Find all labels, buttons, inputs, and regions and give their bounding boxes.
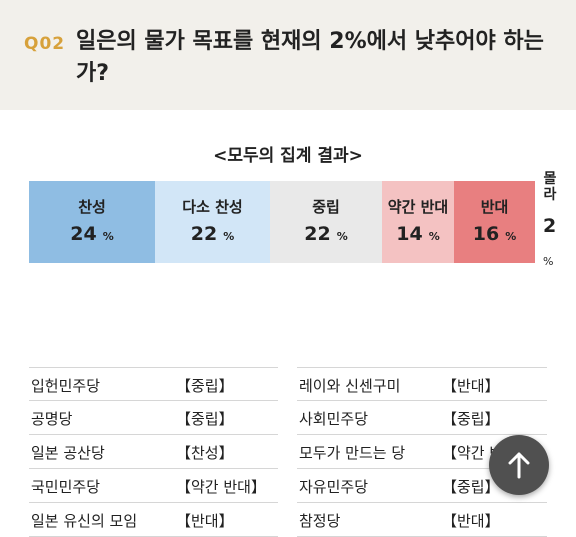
party-stance: 【중립】 — [442, 410, 500, 428]
party-column-left: 입헌민주당 【중립】 공명당 【중립】 일본 공산당 【찬성】 국민민주당 【약… — [29, 367, 278, 537]
segment-unit: % — [543, 255, 554, 268]
party-name: 공명당 — [31, 410, 73, 428]
party-column-right: 레이와 신센구미 【반대】 사회민주당 【중립】 모두가 만드는 당 【약간 반… — [297, 367, 547, 537]
party-stance: 【반대】 — [442, 512, 500, 530]
arrow-up-icon — [508, 452, 530, 479]
question-text: 일은의 물가 목표를 현재의 2%에서 낮추어야 하는가? — [76, 29, 544, 86]
segment-label: 중립 — [312, 198, 340, 216]
result-segment-somewhat-agree: 다소 찬성 22% — [155, 181, 270, 263]
party-name: 국민민주당 — [31, 478, 101, 496]
party-row: 일본 유신의 모임 【반대】 — [29, 503, 278, 537]
party-stance: 【중립】 — [442, 478, 500, 496]
result-segment-somewhat-disagree: 약간 반대 14% — [382, 181, 454, 263]
scroll-to-top-button[interactable] — [489, 435, 549, 495]
party-name: 참정당 — [299, 512, 341, 530]
party-stance: 【반대】 — [442, 377, 500, 395]
segment-value: 14% — [396, 223, 440, 245]
results-bar: 찬성 24% 다소 찬성 22% 중립 22% 약간 반대 14% 반대 16%… — [29, 171, 556, 268]
party-stance: 【찬성】 — [176, 444, 234, 462]
party-row: 자유민주당 【중립】 — [297, 469, 547, 503]
party-name: 일본 유신의 모임 — [31, 512, 138, 530]
party-stance: 【중립】 — [176, 410, 234, 428]
segment-value: 22% — [190, 223, 235, 245]
question-header: Q02 일은의 물가 목표를 현재의 2%에서 낮추어야 하는가? — [0, 0, 576, 110]
segment-value: 22% — [304, 223, 348, 245]
party-row: 공명당 【중립】 — [29, 401, 278, 435]
segment-label: 반대 — [480, 198, 509, 216]
result-segment-disagree: 반대 16% — [454, 181, 535, 263]
result-segment-unknown: 몰라 2 % — [535, 171, 556, 268]
party-row: 참정당 【반대】 — [297, 503, 547, 537]
result-segment-neutral: 중립 22% — [270, 181, 382, 263]
party-stance: 【반대】 — [176, 512, 234, 530]
party-name: 자유민주당 — [299, 478, 369, 496]
result-segment-agree: 찬성 24% — [29, 181, 155, 263]
party-name: 모두가 만드는 당 — [299, 444, 406, 462]
party-row: 국민민주당 【약간 반대】 — [29, 469, 278, 503]
party-name: 사회민주당 — [299, 410, 369, 428]
segment-label: 약간 반대 — [387, 198, 449, 216]
results-title: <모두의 집계 결과> — [213, 146, 363, 166]
segment-value: 2 — [543, 215, 557, 237]
segment-label: 다소 찬성 — [182, 198, 243, 216]
party-row: 사회민주당 【중립】 — [297, 401, 547, 435]
segment-label: 찬성 — [78, 198, 106, 216]
party-stance: 【약간 반대】 — [176, 478, 266, 496]
segment-label: 몰라 — [543, 171, 557, 203]
party-stance: 【중립】 — [176, 377, 234, 395]
segment-value: 24% — [70, 223, 114, 245]
party-name: 입헌민주당 — [31, 377, 101, 395]
question-number: Q02 — [24, 34, 66, 54]
party-name: 레이와 신센구미 — [299, 377, 401, 395]
party-name: 일본 공산당 — [31, 444, 105, 462]
segment-value: 16% — [472, 223, 517, 245]
party-row: 레이와 신센구미 【반대】 — [297, 367, 547, 401]
party-row: 일본 공산당 【찬성】 — [29, 435, 278, 469]
party-row: 입헌민주당 【중립】 — [29, 367, 278, 401]
